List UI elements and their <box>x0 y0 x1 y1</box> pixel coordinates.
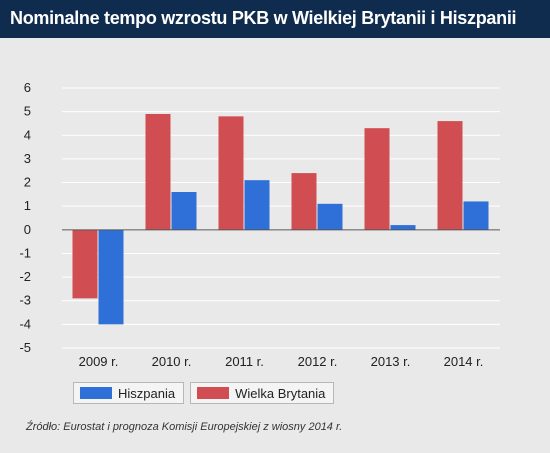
x-axis: 2009 r. 2010 r. 2011 r. 2012 r. 2013 r. 2014 … <box>62 229 500 369</box>
y-tick-label: 2 <box>24 175 31 190</box>
legend-swatch <box>80 387 112 399</box>
y-tick-label: -5 <box>19 340 31 355</box>
x-tick-label: 2013 r. <box>371 354 411 369</box>
y-tick-label: -1 <box>19 245 31 260</box>
legend: Hiszpania Wielka Brytania <box>73 382 335 404</box>
grid-lines <box>62 87 500 349</box>
legend-label: Wielka Brytania <box>235 385 326 401</box>
bar-wielka-brytania <box>72 229 98 299</box>
y-tick-label: -3 <box>19 293 31 308</box>
bars <box>72 114 489 325</box>
y-tick-label: 5 <box>24 104 31 119</box>
x-tick-label: 2014 r. <box>444 354 484 369</box>
legend-item: Hiszpania <box>73 382 185 404</box>
bar-wielka-brytania <box>437 121 463 230</box>
x-tick-label: 2010 r. <box>152 354 192 369</box>
y-tick-label: 4 <box>24 127 31 142</box>
legend-swatch <box>197 387 230 399</box>
bar-hiszpania <box>463 201 489 230</box>
y-tick-label: -2 <box>19 269 31 284</box>
bar-wielka-brytania <box>145 114 171 230</box>
bar-hiszpania <box>317 203 343 230</box>
bar-wielka-brytania <box>364 128 390 230</box>
y-tick-label: 1 <box>24 198 31 213</box>
y-tick-label: 6 <box>24 80 31 95</box>
chart-header: Nominalne tempo wzrostu PKB w Wielkiej B… <box>0 0 550 38</box>
bar-wielka-brytania <box>218 116 244 230</box>
x-tick-label: 2009 r. <box>79 354 119 369</box>
source-note: Źródło: Eurostat i prognoza Komisji Euro… <box>26 421 343 433</box>
y-axis-tick-labels: -5 -4 -3 -2 -1 0 1 2 3 4 5 6 <box>19 80 31 355</box>
chart-title: Nominalne tempo wzrostu PKB w Wielkiej B… <box>10 8 517 28</box>
y-tick-label: 3 <box>24 151 31 166</box>
bar-hiszpania <box>244 180 270 230</box>
y-tick-label: -4 <box>19 316 31 331</box>
legend-label: Hiszpania <box>118 385 176 401</box>
y-tick-label: 0 <box>24 222 31 237</box>
legend-item: Wielka Brytania <box>190 382 335 404</box>
x-tick-label: 2011 r. <box>225 354 264 369</box>
x-tick-label: 2012 r. <box>298 354 338 369</box>
bar-hiszpania <box>98 229 124 325</box>
bar-hiszpania <box>171 192 197 230</box>
bar-wielka-brytania <box>291 173 317 230</box>
bar-hiszpania <box>390 225 416 230</box>
